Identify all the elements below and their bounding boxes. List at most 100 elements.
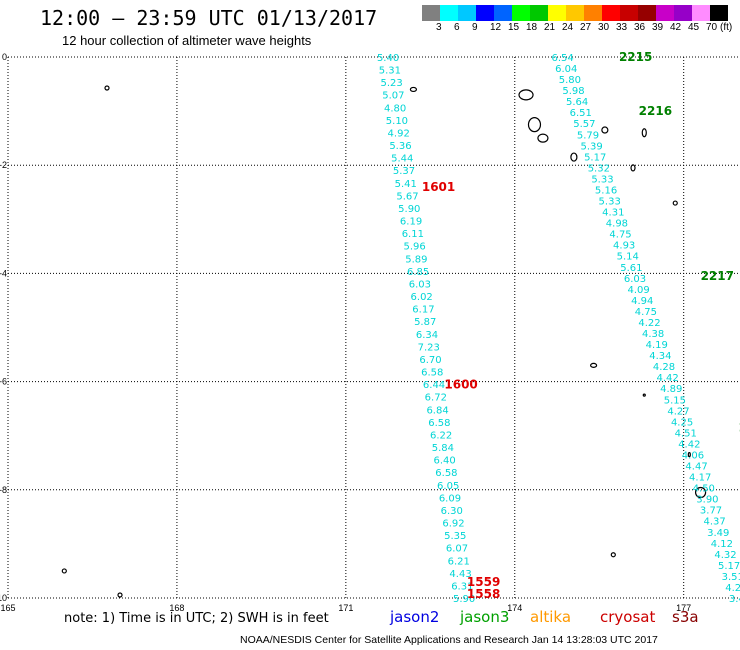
wave-height-value: 5.87	[414, 317, 436, 328]
wave-height-value: 5.33	[599, 197, 621, 208]
wave-height-value: 3.90	[696, 495, 718, 506]
legend-cryosat: cryosat	[600, 608, 656, 626]
colorbar-swatch	[440, 5, 458, 21]
wave-height-value: 5.84	[432, 443, 454, 454]
island-outline	[630, 164, 636, 172]
island-outline	[537, 133, 549, 143]
wave-height-value: 4.31	[602, 208, 624, 219]
colorbar-swatch	[512, 5, 530, 21]
x-tick-label: 165	[0, 603, 15, 613]
pass-time-label: 2215	[619, 50, 652, 64]
colorbar-swatch	[458, 5, 476, 21]
wave-height-value: 6.34	[416, 330, 438, 341]
wave-height-value: 5.36	[389, 141, 411, 152]
wave-height-value: 4.28	[653, 362, 675, 373]
wave-height-value: 5.41	[395, 179, 417, 190]
colorbar-label: 39	[652, 22, 664, 33]
wave-height-value: 5.39	[580, 141, 602, 152]
wave-height-value: 4.47	[685, 462, 707, 473]
colorbar-swatch	[602, 5, 620, 21]
wave-height-value: 6.19	[400, 217, 422, 228]
wave-height-value: 3.49	[707, 528, 729, 539]
wave-height-value: 5.07	[382, 91, 404, 102]
pass-time-label: 2217	[701, 269, 734, 283]
wave-height-value: 4.42	[678, 439, 700, 450]
colorbar-swatch	[530, 5, 548, 21]
wave-height-value: 7.23	[418, 342, 440, 353]
island-outline	[642, 393, 646, 397]
pass-time-label: 1600	[444, 377, 477, 391]
y-tick-label: -8	[0, 485, 7, 495]
y-tick-label: -2	[0, 160, 7, 170]
wave-height-value: 6.03	[624, 274, 646, 285]
colorbar-label: 15	[508, 22, 520, 33]
colorbar-label: 12	[490, 22, 502, 33]
wave-height-value: 5.17	[584, 152, 606, 163]
wave-height-value: 4.75	[609, 230, 631, 241]
wave-height-value: 4.94	[631, 296, 653, 307]
wave-height-value: 6.07	[446, 544, 468, 555]
colorbar-labels: 3 6 9 12 15 18 21 24 27 30 33 36 39 42 45 70 (ft)	[422, 22, 740, 34]
colorbar-label: 9	[472, 22, 478, 33]
wave-height-value: 6.85	[407, 267, 429, 278]
wave-height-value: 6.84	[426, 405, 448, 416]
wave-height-value: 6.72	[425, 393, 447, 404]
colorbar-label: 70	[706, 22, 718, 33]
wave-height-value: 5.57	[573, 119, 595, 130]
island-outline	[570, 152, 578, 162]
wave-height-colorbar	[422, 5, 728, 21]
colorbar-label: 27	[580, 22, 592, 33]
wave-height-value: 5.37	[393, 166, 415, 177]
wave-height-value: 4.38	[642, 329, 664, 340]
wave-height-value: 5.17	[718, 561, 740, 572]
island-outline	[409, 86, 418, 93]
colorbar-label: 18	[526, 22, 538, 33]
island-outline	[518, 89, 534, 101]
wave-height-value: 4.17	[689, 473, 711, 484]
wave-height-value: 3.51	[722, 572, 740, 583]
island-outline	[589, 362, 598, 368]
wave-height-value: 5.33	[591, 174, 613, 185]
wave-height-value: 4.92	[388, 128, 410, 139]
colorbar-swatch	[656, 5, 674, 21]
y-tick-label: -10	[0, 593, 7, 603]
x-tick-label: 174	[507, 603, 522, 613]
wave-height-value: 6.44	[423, 380, 445, 391]
pass-time-label: 1601	[422, 180, 455, 194]
map-subtitle: 12 hour collection of altimeter wave hei…	[62, 33, 312, 48]
wave-height-value: 5.61	[620, 263, 642, 274]
wave-height-value: 6.58	[435, 468, 457, 479]
credit-line: NOAA/NESDIS Center for Satellite Applica…	[240, 634, 658, 646]
wave-height-value: 4.25	[725, 583, 740, 594]
wave-height-value: 6.05	[437, 481, 459, 492]
colorbar-label: 6	[454, 22, 460, 33]
wave-height-value: 4.19	[646, 340, 668, 351]
colorbar-swatch	[494, 5, 512, 21]
colorbar-swatch	[584, 5, 602, 21]
legend-altika: altika	[530, 608, 572, 626]
map-title: 12:00 – 23:59 UTC 01/13/2017	[40, 6, 378, 30]
wave-height-value: 4.37	[704, 517, 726, 528]
wave-height-value: 4.89	[660, 384, 682, 395]
colorbar-swatch	[566, 5, 584, 21]
colorbar-label: 33	[616, 22, 628, 33]
island-outline	[610, 552, 616, 558]
wave-height-value: 6.02	[411, 292, 433, 303]
y-tick-label: -6	[0, 377, 7, 387]
colorbar-label: 42	[670, 22, 682, 33]
wave-height-value: 4.22	[638, 318, 660, 329]
colorbar-swatch	[620, 5, 638, 21]
wave-height-value: 4.80	[384, 103, 406, 114]
wave-height-value: 6.70	[419, 355, 441, 366]
colorbar-label: 30	[598, 22, 610, 33]
island-outline	[601, 126, 609, 134]
island-outline	[672, 200, 678, 206]
colorbar-swatch	[710, 5, 728, 21]
wave-height-value: 6.58	[421, 368, 443, 379]
wave-height-value: 5.80	[559, 75, 581, 86]
wave-height-value: 3.77	[700, 506, 722, 517]
legend-s3a: s3a	[672, 608, 699, 626]
y-tick-label: 0	[2, 52, 7, 62]
wave-height-value: 4.32	[714, 550, 736, 561]
